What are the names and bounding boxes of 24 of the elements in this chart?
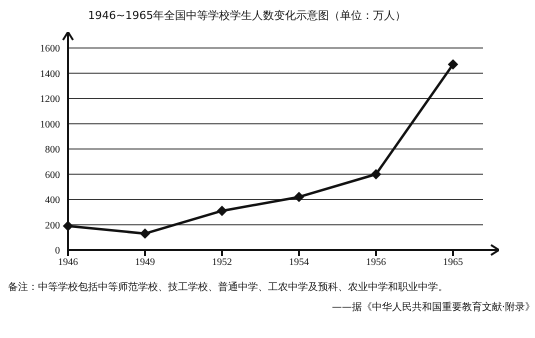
text: ——据《中华人民共和国重要教育文献·附录》: [330, 300, 535, 314]
point: [63, 221, 73, 232]
y-tick-label: 0: [55, 246, 60, 257]
y-tick-label: 200: [45, 220, 60, 232]
x-tick-label: 1965: [443, 257, 463, 268]
chart-title: 1946~1965年全国中等学校学生人数变化示意图（单位：万人）: [87, 8, 408, 24]
x-tick-label: 1952: [212, 257, 232, 268]
x-tick-label: 1954: [289, 257, 309, 268]
y-tick-label: 400: [45, 195, 60, 206]
point: [371, 169, 381, 180]
x-tick-label: 1956: [366, 257, 386, 268]
point: [448, 59, 458, 70]
point: [217, 206, 227, 216]
y-tick-label: 600: [45, 170, 60, 181]
y-tick-label: 1200: [40, 94, 60, 106]
y-tick-label: 1400: [40, 68, 60, 80]
x-tick-label: 1946: [58, 257, 78, 268]
y-tick-label: 1600: [40, 44, 60, 55]
point: [294, 192, 304, 202]
x-tick-label: 1949: [135, 257, 155, 268]
y-tick-label: 1000: [40, 119, 60, 130]
text: 备注：中等学校包括中等师范学校、技工学校、普通中学、工农中学及预科、农业中学和职业中学。: [8, 280, 449, 294]
point: [140, 228, 150, 239]
y-tick-label: 800: [45, 144, 60, 156]
